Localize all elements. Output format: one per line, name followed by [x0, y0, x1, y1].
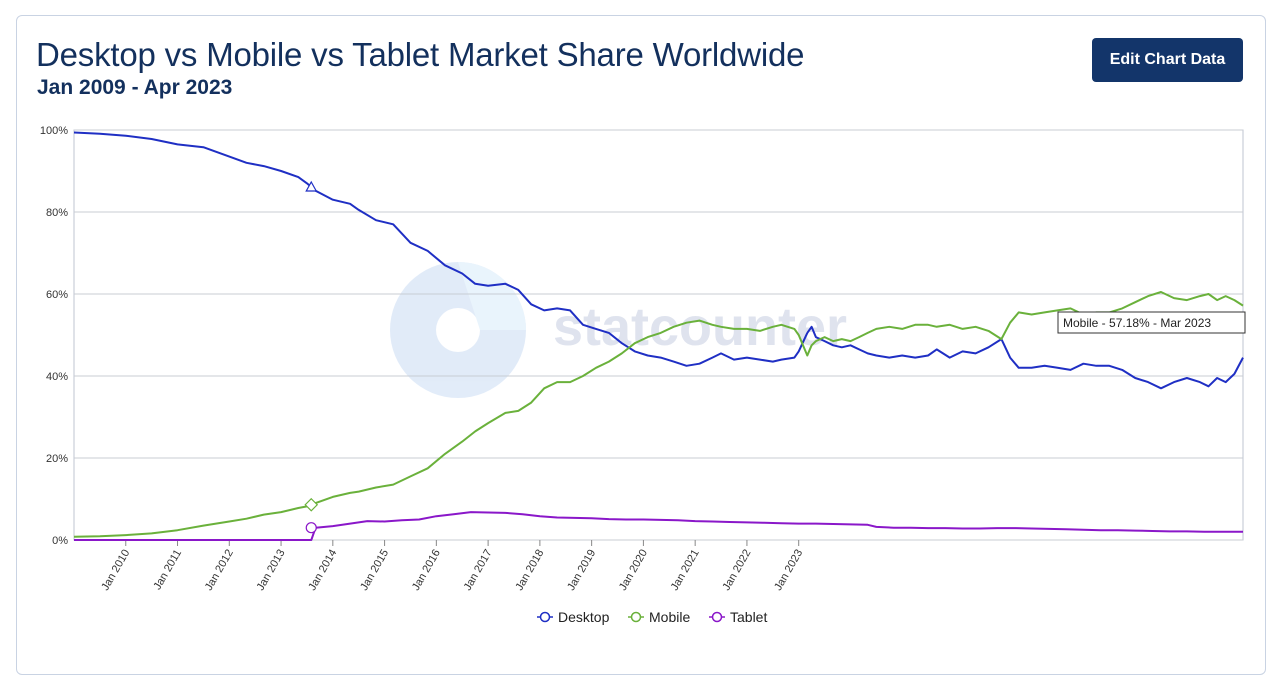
x-tick-label: Jan 2016: [410, 548, 443, 593]
watermark-logo-slice: [458, 262, 526, 330]
watermark-logo-circle: [390, 262, 526, 398]
x-tick-label: Jan 2020: [617, 548, 650, 593]
series-line-mobile[interactable]: [73, 291, 1244, 538]
x-tick-label: Jan 2021: [669, 548, 702, 593]
tooltip-box: [1057, 311, 1246, 334]
legend-item-tablet[interactable]: Tablet: [730, 609, 767, 625]
x-tick-label: Jan 2015: [358, 548, 391, 593]
hover-tooltip: Mobile - 57.18% - Mar 2023: [1057, 311, 1246, 334]
x-tick-label: Jan 2014: [306, 548, 339, 593]
series-markers: [304, 180, 319, 534]
desktop-marker: [305, 180, 318, 192]
x-tick-label: Jan 2012: [203, 548, 236, 593]
market-share-chart: statcounter 0%20%40%60%80%100% Jan 2010 J…: [40, 125, 1246, 625]
tooltip-text: Mobile - 57.18% - Mar 2023: [1063, 316, 1211, 330]
x-tick-label: Jan 2018: [513, 548, 546, 593]
x-tick-label: Jan 2010: [99, 548, 132, 593]
x-tick-label: Jan 2013: [255, 548, 288, 593]
x-tick-label: Jan 2017: [462, 548, 495, 593]
y-tick-label: 60%: [46, 289, 68, 301]
legend-item-desktop[interactable]: Desktop: [558, 609, 610, 625]
y-tick-label: 20%: [46, 453, 68, 465]
series-line-desktop[interactable]: [73, 131, 1244, 390]
date-range-subtitle: Jan 2009 - Apr 2023: [37, 76, 233, 99]
y-tick-label: 40%: [46, 371, 68, 383]
y-tick-label: 0%: [52, 535, 68, 547]
x-axis-ticks: Jan 2010 Jan 2011 Jan 2012 Jan 2013 Jan 2014…: [99, 540, 805, 593]
chart-card: [16, 15, 1266, 675]
series-line-tablet[interactable]: [74, 511, 1243, 541]
edit-chart-data-button[interactable]: Edit Chart Data: [1092, 38, 1243, 82]
page-title: Desktop vs Mobile vs Tablet Market Share…: [36, 36, 805, 73]
legend-swatch-desktop: [539, 611, 551, 623]
y-tick-label: 100%: [40, 125, 68, 137]
x-tick-label: Jan 2019: [565, 548, 598, 593]
legend-swatch-tablet: [711, 611, 723, 623]
tablet-marker: [305, 522, 317, 534]
y-axis-ticks: 0% 20% 40% 60% 80% 100%: [40, 125, 68, 547]
watermark-logo-hole: [436, 308, 480, 352]
legend-item-mobile[interactable]: Mobile: [649, 609, 690, 625]
x-tick-label: Jan 2022: [721, 548, 754, 593]
watermark-text: statcounter: [553, 297, 847, 357]
y-tick-label: 80%: [46, 207, 68, 219]
legend: Desktop Mobile Tablet: [537, 609, 767, 625]
x-tick-label: Jan 2023: [772, 548, 805, 593]
series-lines: [73, 131, 1244, 541]
legend-swatch-mobile: [630, 611, 642, 623]
statcounter-watermark: statcounter: [390, 262, 847, 398]
mobile-marker: [304, 497, 319, 512]
x-tick-label: Jan 2011: [152, 548, 185, 592]
